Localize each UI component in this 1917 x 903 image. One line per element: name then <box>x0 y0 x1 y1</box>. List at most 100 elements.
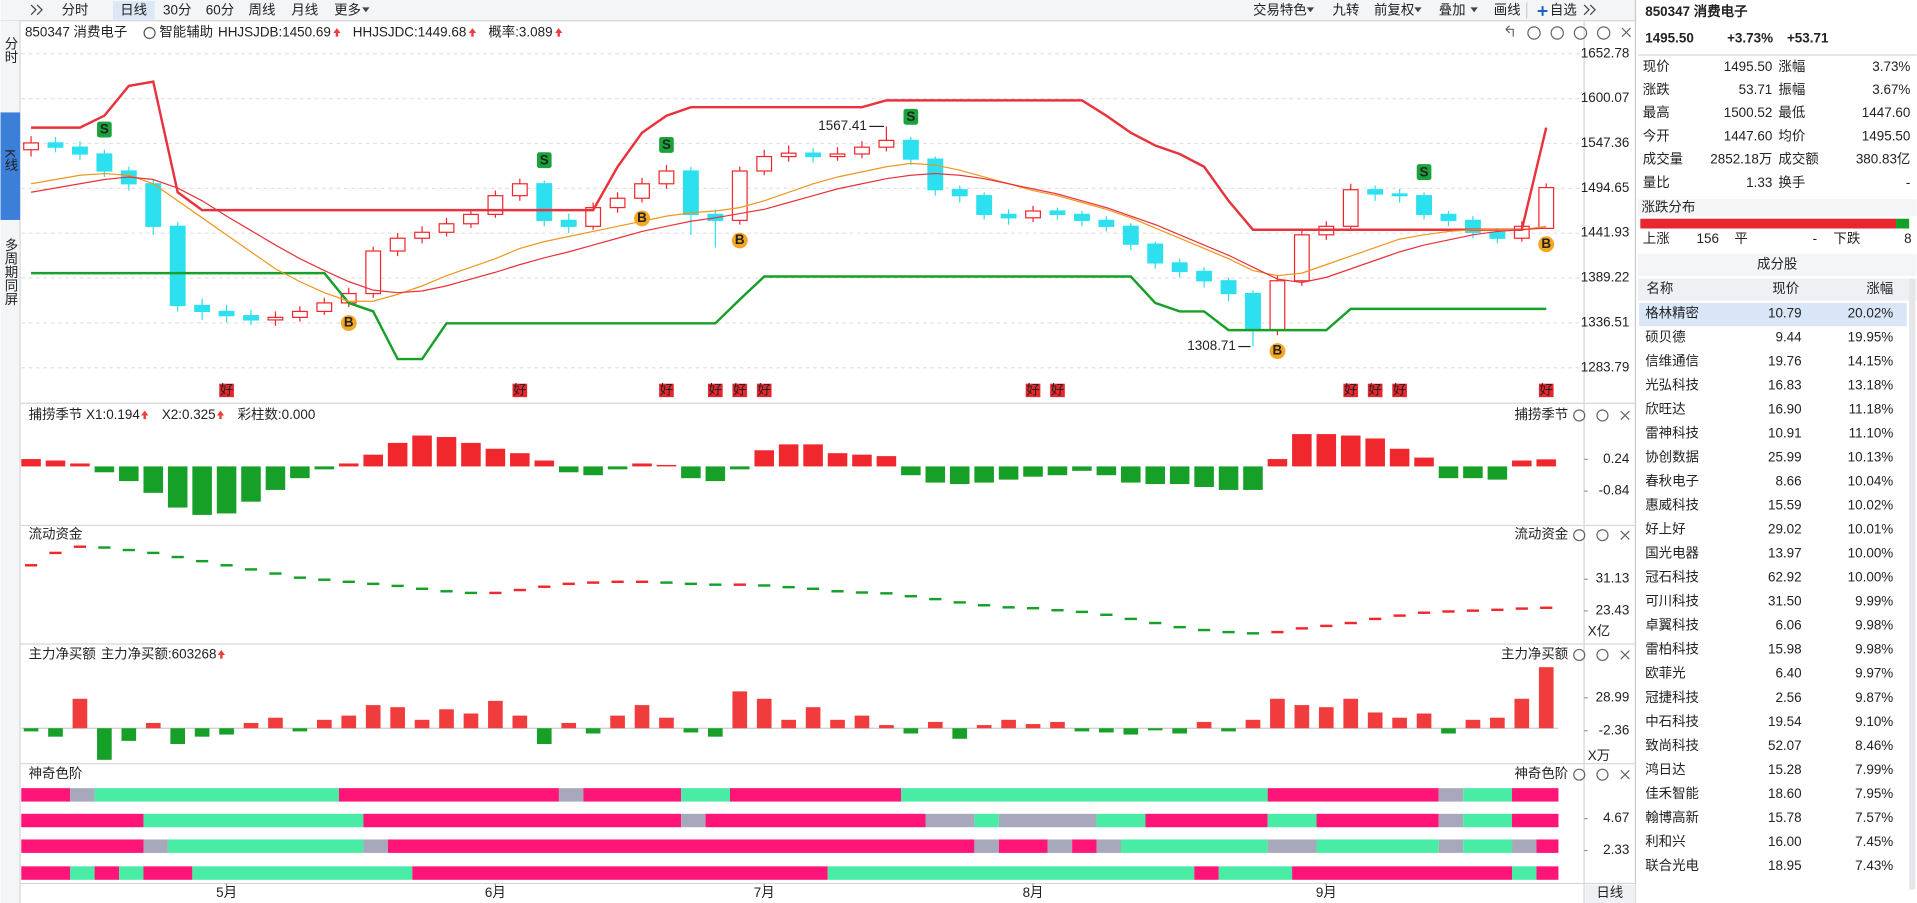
histogram-bar <box>656 464 677 467</box>
stock-name[interactable]: 欧菲光 <box>1645 666 1685 681</box>
tool-close[interactable] <box>1621 27 1631 38</box>
histogram-bar <box>583 466 603 476</box>
pane-settings[interactable] <box>1573 768 1586 781</box>
pane-settings[interactable] <box>1573 648 1586 662</box>
histogram-bar <box>1023 466 1043 477</box>
stock-name[interactable]: 硕贝德 <box>1645 330 1685 345</box>
stock-name[interactable]: 卓翼科技 <box>1645 618 1699 633</box>
expand-icon[interactable] <box>1583 4 1596 16</box>
collapse-icon[interactable] <box>30 4 43 16</box>
stock-change: 10.01% <box>1848 522 1894 537</box>
constituents-bg <box>1637 254 1917 277</box>
stock-name[interactable]: 可川科技 <box>1645 594 1699 609</box>
histogram-bar <box>119 466 139 482</box>
sidebar-tab[interactable]: 多周期同屏 <box>3 237 19 306</box>
stock-name[interactable]: 利和兴 <box>1645 834 1685 849</box>
tag-bg <box>1050 383 1065 398</box>
net-buy-bar <box>1441 728 1456 734</box>
toolbar-tab[interactable]: 月线 <box>291 3 318 18</box>
toolbar-tab[interactable]: 分时 <box>62 3 89 18</box>
pane-close[interactable] <box>1620 410 1630 421</box>
stock-name[interactable]: 冠捷科技 <box>1645 690 1699 705</box>
tag-bg <box>756 383 772 398</box>
pane-settings[interactable] <box>1573 529 1586 542</box>
toolbar-tab[interactable]: 30分 <box>163 3 191 18</box>
toolbar-tab[interactable]: 日线 <box>120 3 147 18</box>
histogram-bar <box>143 466 164 493</box>
color-band <box>1536 839 1559 853</box>
tool-back[interactable] <box>1505 25 1514 37</box>
stock-name[interactable]: 翰博高新 <box>1645 809 1699 825</box>
toolbar-button[interactable]: 前复权 <box>1374 2 1414 18</box>
tool-zoom-out[interactable] <box>1550 26 1564 40</box>
stock-name[interactable]: 光弘科技 <box>1645 378 1699 393</box>
tool-settings[interactable] <box>1573 26 1588 40</box>
stock-change: 9.99% <box>1855 594 1893 609</box>
stock-name[interactable]: 联合光电 <box>1645 858 1699 873</box>
pane-help[interactable] <box>1596 529 1609 542</box>
pane-settings[interactable] <box>1573 409 1586 422</box>
stock-name[interactable]: 雷神科技 <box>1645 426 1699 441</box>
y-tick-label: 1600.07 <box>1581 90 1630 105</box>
toolbar-button[interactable]: 交易特色 <box>1253 2 1307 18</box>
stock-name[interactable]: 雷柏科技 <box>1645 642 1699 657</box>
assist-icon[interactable] <box>143 26 156 40</box>
candle-body <box>1098 219 1115 227</box>
histogram-bar <box>412 435 432 467</box>
histogram-bar <box>925 466 946 483</box>
net-buy-bar <box>316 719 332 729</box>
stock-name[interactable]: 信维通信 <box>1645 354 1699 369</box>
toolbar-button[interactable]: 叠加 <box>1439 3 1466 18</box>
sidebar-tab[interactable]: 分时 <box>3 36 19 63</box>
stock-name[interactable]: 中石科技 <box>1645 714 1699 729</box>
pane-legend: 主力净买额:603268 <box>101 646 217 661</box>
stock-name[interactable]: 春秋电子 <box>1645 474 1699 489</box>
stock-name[interactable]: 协创数据 <box>1645 450 1699 465</box>
quote-label: 均价 <box>1778 128 1805 143</box>
stock-name[interactable]: 冠石科技 <box>1645 570 1699 585</box>
histogram-bar <box>1365 438 1385 467</box>
toolbar-tab[interactable]: 60分 <box>206 3 234 18</box>
color-band <box>827 866 1195 880</box>
toolbar-button[interactable]: 画线 <box>1494 3 1521 18</box>
stock-name[interactable]: 国光电器 <box>1645 546 1699 561</box>
stock-name[interactable]: 致尚科技 <box>1645 738 1699 753</box>
stock-name[interactable]: 欣旺达 <box>1645 402 1685 417</box>
histogram-bar <box>1145 466 1166 485</box>
tool-help[interactable] <box>1596 26 1611 40</box>
stock-name[interactable]: 鸿日达 <box>1645 761 1685 777</box>
histogram-bar <box>1340 435 1361 467</box>
stock-change: 20.02% <box>1848 306 1894 321</box>
pane-help[interactable] <box>1596 648 1609 662</box>
pane-help[interactable] <box>1596 768 1609 781</box>
sidebar-tab[interactable]: K线 <box>3 149 19 172</box>
toolbar-button[interactable]: 自选 <box>1550 3 1577 18</box>
dropdown-arrow <box>1470 7 1478 13</box>
stock-name[interactable]: 惠威科技 <box>1645 498 1699 513</box>
scrollbar <box>1909 278 1916 890</box>
quote-change: +53.71 <box>1787 31 1829 46</box>
add-icon <box>1537 6 1548 16</box>
pane-close[interactable] <box>1620 530 1630 540</box>
net-buy-bar <box>1294 705 1310 729</box>
stock-name[interactable]: 好上好 <box>1645 522 1685 537</box>
assist-label[interactable]: 智能辅助 <box>159 25 213 40</box>
stock-name[interactable]: 格林精密 <box>1645 305 1699 321</box>
toolbar-button[interactable]: 九转 <box>1332 3 1359 18</box>
color-band <box>998 839 1048 853</box>
pane-help[interactable] <box>1596 409 1609 422</box>
toolbar-tab[interactable]: 更多 <box>334 2 361 18</box>
net-buy-bar <box>585 728 601 734</box>
pane-close[interactable] <box>1620 650 1630 660</box>
tool-zoom-in[interactable] <box>1527 26 1541 40</box>
indicator-arrow <box>333 28 341 37</box>
candle-body <box>145 183 162 227</box>
pane-close[interactable] <box>1620 769 1630 780</box>
color-band <box>681 788 731 802</box>
dropdown-arrow <box>362 7 370 13</box>
toolbar-tab[interactable]: 周线 <box>249 3 276 18</box>
toolbar-bg <box>0 0 1636 21</box>
stock-name[interactable]: 佳禾智能 <box>1645 786 1699 801</box>
quote-label: 涨跌 <box>1643 82 1670 97</box>
